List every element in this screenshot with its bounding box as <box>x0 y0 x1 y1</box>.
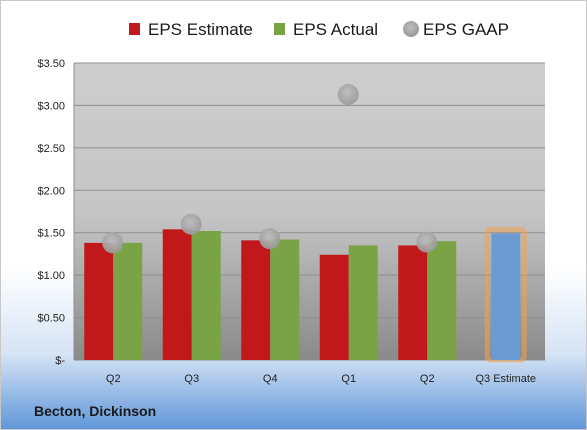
legend-label: EPS Estimate <box>148 20 253 39</box>
legend-label: EPS GAAP <box>423 20 509 39</box>
bars <box>84 227 527 363</box>
bar-eps-estimate <box>398 245 428 360</box>
plot-area <box>74 63 545 360</box>
x-tick-label: Q3 <box>184 373 199 385</box>
point-eps-gaap <box>102 232 124 254</box>
point-eps-gaap <box>416 231 438 253</box>
legend: EPS Estimate EPS Actual EPS GAAP <box>129 20 509 39</box>
y-tick-label: $3.00 <box>37 100 65 112</box>
x-tick-label: Q4 <box>263 373 278 385</box>
x-tick-label: Q3 Estimate <box>475 373 536 385</box>
legend-label: EPS Actual <box>293 20 378 39</box>
y-tick-label: $0.50 <box>37 313 65 325</box>
gridlines <box>73 62 545 361</box>
y-tick-label: $1.50 <box>37 228 65 240</box>
y-tick-label: $- <box>55 355 65 367</box>
bar-eps-estimate <box>162 229 192 360</box>
point-eps-gaap <box>337 83 359 105</box>
legend-swatch <box>403 21 419 37</box>
x-tick-label: Q1 <box>341 373 356 385</box>
x-tick-label: Q2 <box>106 373 121 385</box>
bar-eps-estimate <box>241 240 271 360</box>
y-tick-label: $1.00 <box>37 270 65 282</box>
legend-swatch <box>274 23 285 35</box>
company-name: Becton, Dickinson <box>34 403 157 419</box>
bar-eps-actual <box>191 231 221 360</box>
bar-eps-actual <box>270 239 300 360</box>
y-axis-ticks: $- $0.50 $1.00 $1.50 $2.00 $2.50 $3.00 $3.50 <box>37 58 65 367</box>
y-tick-label: $2.00 <box>37 185 65 197</box>
y-tick-label: $3.50 <box>37 58 65 70</box>
x-axis-ticks: Q2 Q3 Q4 Q1 Q2 Q3 Estimate <box>106 373 536 385</box>
point-eps-gaap <box>180 213 202 235</box>
bar-eps-estimate <box>319 254 349 360</box>
y-tick-label: $2.50 <box>37 143 65 155</box>
legend-swatch <box>129 23 140 35</box>
bar-eps-actual <box>348 245 378 360</box>
point-eps-gaap <box>259 228 281 250</box>
bar-eps-estimate <box>84 242 114 360</box>
bar-eps-actual <box>113 242 143 360</box>
gaap-points <box>102 83 438 254</box>
bar-eps-forecast <box>491 233 521 360</box>
bar-eps-actual <box>427 241 457 360</box>
x-tick-label: Q2 <box>420 373 435 385</box>
